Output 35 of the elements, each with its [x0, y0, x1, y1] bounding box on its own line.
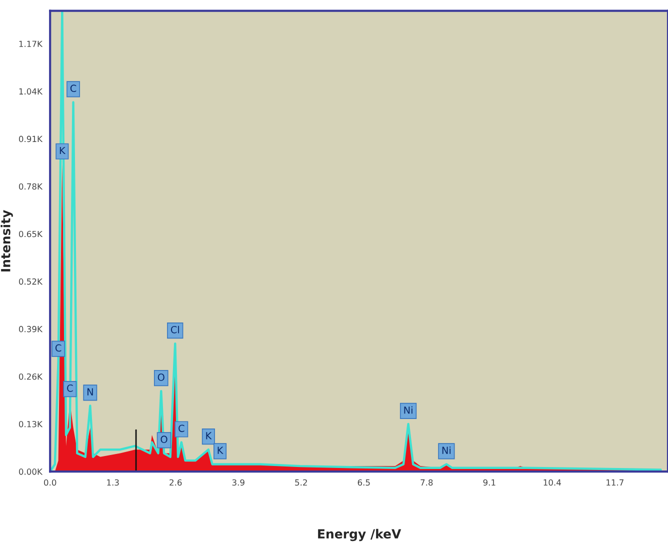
- annotation: C: [70, 84, 76, 92]
- x-tick-label: 5.2: [295, 479, 307, 486]
- annotation: O: [160, 436, 168, 444]
- annotation: Ni: [404, 406, 412, 414]
- x-tick-label: 2.6: [170, 479, 182, 486]
- x-tick-label: 0.0: [44, 479, 56, 486]
- annotation: K: [218, 446, 224, 454]
- y-tick-label: 0.78K: [18, 183, 43, 190]
- y-tick-label: 0.39K: [18, 326, 43, 332]
- y-tick-label: 0.00K: [18, 468, 43, 475]
- annotation: K: [206, 432, 212, 440]
- y-tick-label: 0.13K: [18, 420, 43, 428]
- x-tick-label: 9.1: [483, 479, 496, 486]
- y-tick-label: 0.65K: [18, 230, 43, 238]
- annotation: O: [158, 374, 164, 381]
- x-tick-label: 3.9: [232, 479, 244, 486]
- x-axis-title: Energy /keV: [318, 528, 402, 542]
- y-tick-label: 0.52K: [18, 278, 43, 285]
- y-tick-label: 0.26K: [18, 373, 43, 380]
- annotation: C: [178, 424, 184, 432]
- y-tick-label: 1.04K: [19, 88, 43, 95]
- x-tick-label: 7.8: [420, 479, 433, 486]
- x-tick-label: 10.4: [544, 479, 561, 486]
- annotation: C: [67, 384, 73, 392]
- y-tick-label: 1.17K: [19, 40, 43, 47]
- y-tick-label: 0.91K: [18, 136, 43, 142]
- annotation: K: [60, 146, 66, 154]
- annotation: Cl: [170, 326, 179, 334]
- annotation: N: [87, 388, 93, 396]
- x-tick-label: 1.3: [107, 479, 119, 486]
- annotation: Ni: [442, 446, 450, 454]
- x-tick-label: 11.7: [606, 479, 624, 486]
- y-axis-title: Intensity: [0, 210, 13, 272]
- x-tick-label: 6.5: [358, 479, 370, 486]
- annotation: C: [55, 344, 62, 352]
